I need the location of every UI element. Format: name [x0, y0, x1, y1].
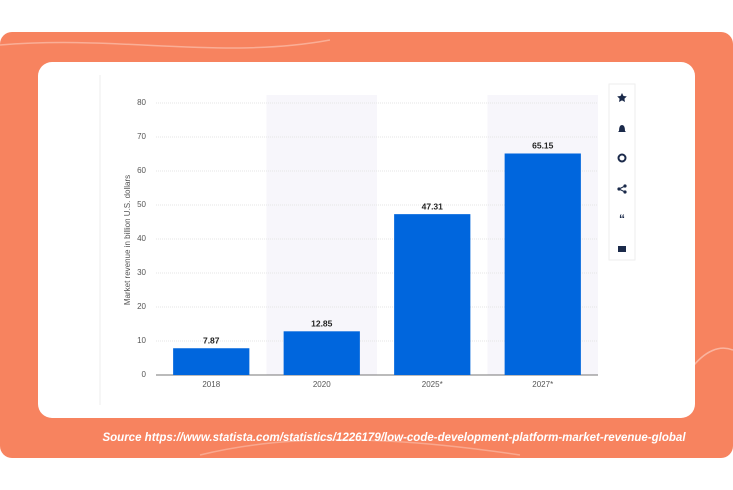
share-icon[interactable]: [617, 184, 627, 194]
x-tick-label: 2027*: [532, 380, 553, 389]
toolbar-bg: [608, 83, 636, 261]
value-label: 7.87: [203, 335, 220, 345]
y-tick-label: 30: [137, 268, 146, 277]
decoration: [0, 39, 331, 49]
y-tick-label: 10: [137, 336, 146, 345]
y-tick-label: 40: [137, 234, 146, 243]
value-label: 12.85: [311, 319, 333, 329]
column-shade: [266, 95, 377, 375]
decoration: [199, 439, 521, 456]
y-tick-label: 50: [137, 200, 146, 209]
x-tick-label: 2025*: [422, 380, 443, 389]
bell-icon[interactable]: [618, 125, 626, 132]
settings-icon[interactable]: [617, 153, 627, 163]
toolbar: “: [608, 83, 636, 261]
x-tick-label: 2020: [313, 380, 331, 389]
star-icon[interactable]: [617, 93, 627, 103]
y-axis-label: Market revenue in billion U.S. dollars: [123, 175, 132, 305]
y-tick-label: 60: [137, 166, 146, 175]
y-tick-label: 80: [137, 98, 146, 107]
source: Source https://www.statista.com/statisti…: [102, 432, 686, 444]
bar: [173, 348, 250, 375]
y-tick-label: 70: [137, 132, 146, 141]
value-label: 47.31: [422, 201, 444, 211]
x-tick-label: 2018: [202, 380, 220, 389]
bar: [504, 153, 581, 375]
y-tick-label: 0: [142, 370, 147, 379]
value-label: 65.15: [532, 141, 554, 151]
print-icon[interactable]: [618, 246, 626, 252]
y-tick-label: 20: [137, 302, 146, 311]
quote-icon[interactable]: “: [619, 212, 625, 226]
bar: [283, 331, 360, 375]
bar: [394, 214, 471, 375]
